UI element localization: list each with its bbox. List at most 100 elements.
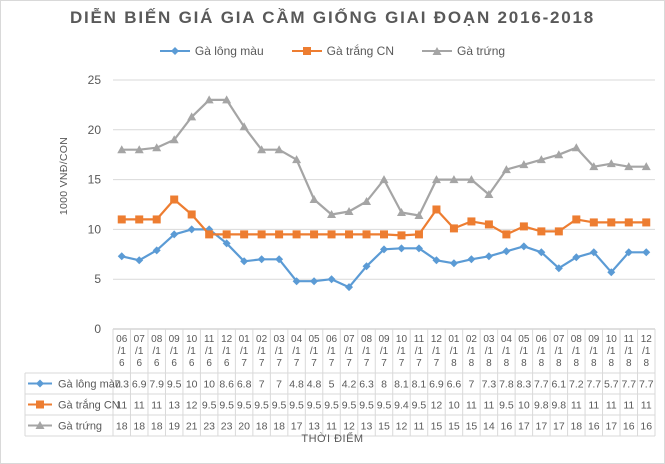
table-cell-value: 11 bbox=[466, 400, 477, 412]
legend-item-series-3: Gà trứng bbox=[422, 44, 505, 58]
table-cell-value: 10 bbox=[186, 379, 198, 391]
data-point-square bbox=[432, 205, 441, 214]
series-line-3 bbox=[121, 98, 647, 217]
data-point-diamond bbox=[502, 247, 511, 256]
table-cell-value: 6.3 bbox=[359, 379, 374, 391]
data-point-triangle bbox=[257, 145, 267, 154]
data-point-diamond bbox=[467, 255, 476, 264]
x-tick-label: 08/1 6 bbox=[151, 334, 163, 369]
x-tick-label: 01/1 7 bbox=[239, 334, 251, 369]
data-point-diamond bbox=[187, 225, 196, 234]
x-tick-label: 10/1 6 bbox=[186, 334, 198, 369]
data-point-diamond bbox=[432, 256, 441, 265]
x-tick-label: 06/1 7 bbox=[326, 334, 338, 369]
data-point-diamond bbox=[135, 256, 144, 265]
x-tick-label: 02/1 8 bbox=[466, 334, 478, 369]
table-cell-value: 13 bbox=[168, 400, 180, 412]
table-cell-value: 18 bbox=[151, 421, 163, 433]
table-cell-value: 9.5 bbox=[202, 400, 217, 412]
table-cell-value: 12 bbox=[396, 421, 408, 433]
table-row-label: Gà lông màu bbox=[58, 379, 121, 391]
table-cell-value: 9.5 bbox=[219, 400, 234, 412]
data-point-triangle bbox=[239, 122, 249, 131]
data-point-square bbox=[327, 230, 336, 239]
data-point-square bbox=[152, 215, 161, 224]
data-point-square bbox=[240, 230, 249, 239]
x-tick-label: 02/1 7 bbox=[256, 334, 268, 369]
data-point-square bbox=[502, 230, 511, 239]
data-point-square bbox=[222, 230, 231, 239]
x-tick-label: 11/1 7 bbox=[414, 334, 425, 369]
data-point-diamond bbox=[292, 277, 301, 286]
data-point-triangle bbox=[379, 175, 389, 184]
table-cell-value: 8.1 bbox=[412, 379, 427, 391]
data-point-square bbox=[135, 215, 144, 224]
data-point-triangle bbox=[571, 143, 581, 152]
data-point-triangle bbox=[414, 210, 424, 219]
table-cell-value: 12 bbox=[186, 400, 198, 412]
table-cell-value: 7 bbox=[468, 379, 474, 391]
data-point-square bbox=[380, 230, 388, 239]
table-cell-value: 9.5 bbox=[324, 400, 339, 412]
table-cell-value: 17 bbox=[291, 421, 303, 433]
data-point-square bbox=[117, 215, 126, 224]
table-row-label: Gà trắng CN bbox=[58, 399, 120, 412]
x-tick-label: 06/1 6 bbox=[116, 334, 128, 369]
table-cell-value: 7.7 bbox=[639, 379, 654, 391]
y-tick-label: 25 bbox=[88, 73, 102, 87]
table-cell-value: 21 bbox=[186, 421, 198, 433]
data-point-square bbox=[519, 222, 528, 231]
data-point-square bbox=[397, 231, 406, 240]
x-tick-label: 12/1 8 bbox=[641, 334, 653, 369]
table-cell-value: 20 bbox=[238, 421, 250, 433]
x-tick-label: 04/1 7 bbox=[291, 334, 303, 369]
table-cell-value: 10 bbox=[448, 400, 460, 412]
x-tick-label: 10/1 8 bbox=[606, 334, 618, 369]
table-cell-value: 11 bbox=[606, 400, 617, 412]
table-cell-value: 6.6 bbox=[447, 379, 462, 391]
data-point-square bbox=[484, 220, 493, 229]
table-cell-value: 11 bbox=[134, 400, 145, 412]
data-point-triangle bbox=[362, 197, 372, 206]
x-tick-label: 05/1 8 bbox=[518, 334, 530, 369]
table-cell-value: 18 bbox=[273, 421, 285, 433]
data-point-triangle bbox=[134, 145, 144, 154]
data-point-diamond bbox=[484, 252, 493, 261]
table-cell-value: 4.2 bbox=[342, 379, 357, 391]
y-tick-label: 5 bbox=[94, 272, 101, 286]
data-point-triangle bbox=[519, 160, 529, 169]
table-cell-value: 19 bbox=[168, 421, 180, 433]
data-point-square bbox=[572, 215, 581, 224]
data-point-triangle bbox=[554, 150, 564, 159]
table-key-triangle bbox=[35, 421, 45, 429]
x-tick-label: 12/1 6 bbox=[221, 334, 233, 369]
table-cell-value: 4.8 bbox=[289, 379, 304, 391]
table-cell-value: 9.5 bbox=[167, 379, 182, 391]
table-cell-value: 10 bbox=[203, 379, 215, 391]
data-point-triangle bbox=[484, 190, 494, 199]
table-key-square bbox=[36, 400, 44, 409]
table-cell-value: 5.7 bbox=[604, 379, 619, 391]
data-point-square bbox=[607, 218, 616, 227]
data-point-triangle bbox=[606, 159, 616, 168]
table-cell-value: 8.3 bbox=[517, 379, 532, 391]
data-point-diamond bbox=[380, 245, 388, 254]
data-point-square bbox=[170, 195, 179, 204]
data-point-triangle bbox=[641, 162, 651, 171]
x-tick-label: 07/1 6 bbox=[134, 334, 146, 369]
data-point-square bbox=[205, 230, 214, 239]
table-cell-value: 16 bbox=[501, 421, 513, 433]
table-cell-value: 15 bbox=[431, 421, 443, 433]
y-tick-label: 20 bbox=[88, 123, 102, 137]
table-cell-value: 9.5 bbox=[412, 400, 427, 412]
data-point-diamond bbox=[257, 255, 266, 264]
legend-label-series-1: Gà lông màu bbox=[194, 44, 264, 58]
table-cell-value: 6.9 bbox=[429, 379, 444, 391]
table-cell-value: 15 bbox=[448, 421, 460, 433]
table-cell-value: 15 bbox=[378, 421, 390, 433]
data-point-triangle bbox=[292, 155, 302, 164]
x-tick-label: 06/1 8 bbox=[536, 334, 548, 369]
data-point-diamond bbox=[117, 252, 126, 261]
data-point-diamond bbox=[152, 246, 161, 255]
data-point-triangle bbox=[117, 145, 127, 154]
